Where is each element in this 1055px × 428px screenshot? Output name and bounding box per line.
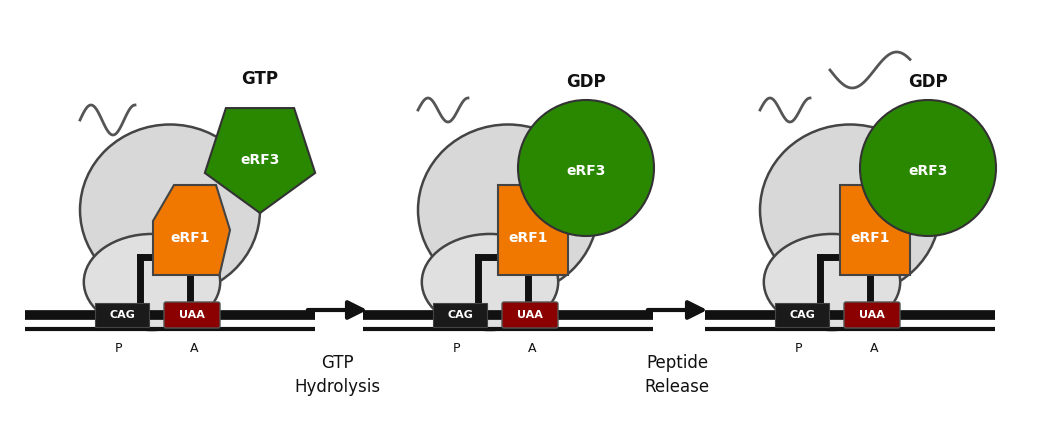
Text: eRF1: eRF1 <box>850 231 889 245</box>
Ellipse shape <box>80 125 260 295</box>
FancyBboxPatch shape <box>844 302 900 328</box>
Polygon shape <box>840 185 910 275</box>
Text: UAA: UAA <box>179 310 205 320</box>
Polygon shape <box>498 185 568 275</box>
Polygon shape <box>153 185 230 275</box>
Text: CAG: CAG <box>447 310 473 320</box>
Text: P: P <box>454 342 461 356</box>
Text: P: P <box>115 342 122 356</box>
FancyBboxPatch shape <box>433 303 487 327</box>
Text: GDP: GDP <box>567 73 606 91</box>
Text: UAA: UAA <box>517 310 543 320</box>
Ellipse shape <box>83 234 220 330</box>
Ellipse shape <box>418 125 598 295</box>
Text: eRF1: eRF1 <box>170 231 210 245</box>
Text: GTP: GTP <box>242 70 279 88</box>
Text: UAA: UAA <box>859 310 885 320</box>
Text: P: P <box>795 342 803 356</box>
Text: GDP: GDP <box>908 73 947 91</box>
Text: eRF3: eRF3 <box>908 164 947 178</box>
Polygon shape <box>205 108 315 213</box>
FancyBboxPatch shape <box>775 303 829 327</box>
Ellipse shape <box>860 100 996 236</box>
Ellipse shape <box>760 125 940 295</box>
Text: GTP
Hydrolysis: GTP Hydrolysis <box>294 354 380 396</box>
Text: A: A <box>190 342 198 356</box>
Text: CAG: CAG <box>789 310 814 320</box>
Text: Peptide
Release: Peptide Release <box>645 354 710 396</box>
Text: A: A <box>869 342 878 356</box>
FancyBboxPatch shape <box>95 303 149 327</box>
FancyBboxPatch shape <box>502 302 558 328</box>
Text: eRF3: eRF3 <box>241 153 280 167</box>
Ellipse shape <box>518 100 654 236</box>
Text: eRF1: eRF1 <box>509 231 548 245</box>
Text: CAG: CAG <box>109 310 135 320</box>
Ellipse shape <box>764 234 900 330</box>
FancyBboxPatch shape <box>164 302 220 328</box>
Text: A: A <box>528 342 536 356</box>
Text: eRF3: eRF3 <box>567 164 606 178</box>
Ellipse shape <box>422 234 558 330</box>
